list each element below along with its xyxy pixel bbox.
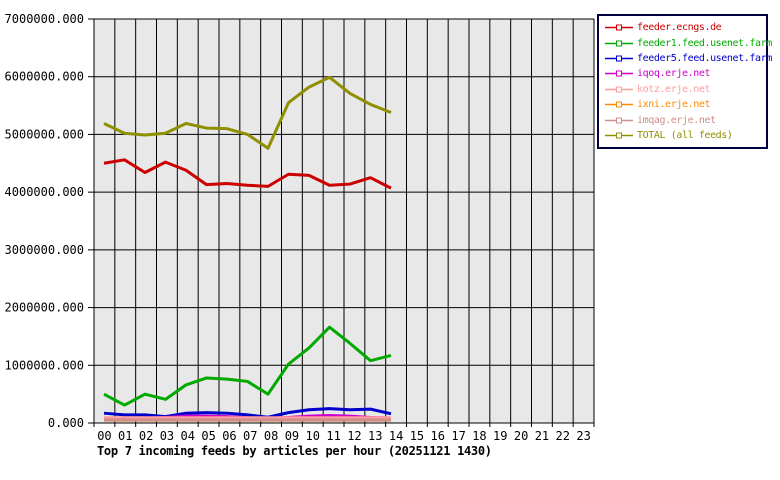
y-axis-label: 2000000.000 (5, 301, 84, 315)
x-axis-label: 17 (451, 429, 465, 443)
x-axis-label: 18 (472, 429, 486, 443)
legend-item: kotz.erje.net (605, 82, 766, 97)
legend-item: imqag.erje.net (605, 112, 766, 127)
legend-line-marker-icon (605, 132, 633, 139)
x-axis-label: 12 (347, 429, 361, 443)
y-axis-label: 7000000.000 (5, 12, 84, 26)
legend-line-marker-icon (605, 70, 633, 77)
x-axis-label: 23 (576, 429, 590, 443)
data-series (103, 75, 392, 422)
legend-line-marker-icon (605, 101, 633, 108)
legend-label: ixni.erje.net (637, 99, 711, 111)
y-axis-label: 6000000.000 (5, 70, 84, 84)
legend-item: feeder.ecngs.de (605, 20, 766, 35)
x-axis-label: 07 (243, 429, 257, 443)
y-axis-label: 4000000.000 (5, 185, 84, 199)
legend-label: imqag.erje.net (637, 114, 716, 126)
y-axis-label: 0.000 (48, 416, 84, 430)
legend-label: feeder5.feed.usenet.farm (637, 52, 772, 64)
x-axis-tick-labels: 00 01 02 03 04 05 06 07 08 09 10 11 12 13 14 15 16 17 18 19… (97, 429, 591, 443)
y-axis-tick-labels: 0.000 1000000.000 2000000.000 3000000.000 40… (5, 12, 84, 430)
legend-line-marker-icon (605, 24, 633, 31)
y-axis-label: 1000000.000 (5, 358, 84, 372)
legend-label: feeder1.feed.usenet.farm (637, 37, 772, 49)
x-axis-label: 09 (285, 429, 299, 443)
x-axis-label: 13 (368, 429, 382, 443)
x-axis-label: 04 (181, 429, 195, 443)
x-axis-label: 03 (160, 429, 174, 443)
legend-label: TOTAL (all feeds) (637, 129, 733, 141)
legend-item: iqoq.erje.net (605, 66, 766, 81)
horizontal-gridlines (88, 18, 594, 424)
legend-line-marker-icon (605, 117, 633, 124)
series-line-feeder5-feed-usenet-farm (103, 407, 392, 419)
x-axis-label: 08 (264, 429, 278, 443)
x-axis-label: 10 (306, 429, 320, 443)
legend-item: feeder5.feed.usenet.farm (605, 51, 772, 66)
x-axis-label: 11 (326, 429, 340, 443)
legend-item: ixni.erje.net (605, 97, 766, 112)
x-axis-label: 02 (139, 429, 153, 443)
vertical-gridlines (93, 19, 595, 427)
legend-item: feeder1.feed.usenet.farm (605, 35, 772, 50)
x-axis-label: 19 (493, 429, 507, 443)
series-line-total-all-feeds- (103, 75, 392, 150)
legend-line-marker-icon (605, 55, 633, 62)
legend-label: iqoq.erje.net (637, 68, 711, 80)
legend-label: kotz.erje.net (637, 83, 711, 95)
x-axis-label: 15 (410, 429, 424, 443)
x-axis-label: 05 (201, 429, 215, 443)
x-axis-label: 01 (118, 429, 132, 443)
x-axis-label: 22 (556, 429, 570, 443)
x-axis-label: 20 (514, 429, 528, 443)
y-axis-label: 5000000.000 (5, 127, 84, 141)
series-line-feeder1-feed-usenet-farm (103, 325, 392, 407)
x-axis-label: 00 (97, 429, 111, 443)
x-axis-label: 16 (431, 429, 445, 443)
chart-title: Top 7 incoming feeds by articles per hou… (97, 444, 492, 458)
chart-legend: feeder.ecngs.de feeder1.feed.usenet.farm f… (597, 14, 772, 150)
y-axis-label: 3000000.000 (5, 243, 84, 257)
legend-item: TOTAL (all feeds) (605, 128, 766, 143)
x-axis-label: 14 (389, 429, 403, 443)
legend-line-marker-icon (605, 40, 633, 47)
legend-line-marker-icon (605, 86, 633, 93)
legend-label: feeder.ecngs.de (637, 22, 722, 34)
x-axis-label: 06 (222, 429, 236, 443)
series-line-feeder-ecngs-de (103, 158, 392, 190)
x-axis-label: 21 (535, 429, 549, 443)
